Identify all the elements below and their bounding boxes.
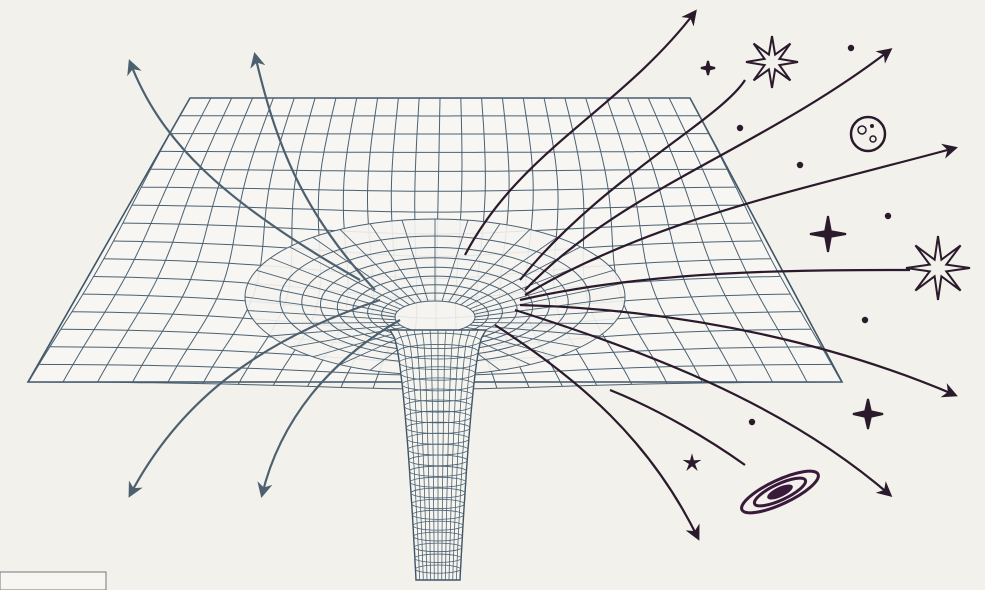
grid-line xyxy=(160,150,718,153)
funnel-spoke xyxy=(270,324,401,337)
funnel-spoke xyxy=(256,269,398,312)
funnel-spoke xyxy=(289,326,405,348)
arrow xyxy=(494,324,700,541)
funnel xyxy=(244,218,626,581)
funnel-spoke xyxy=(247,283,396,315)
dot-star xyxy=(884,212,892,220)
arrow xyxy=(519,79,746,281)
funnel-spoke xyxy=(256,322,398,325)
funnel-spoke xyxy=(441,220,469,302)
arrow xyxy=(128,298,381,498)
funnel-spoke xyxy=(289,246,405,308)
dot-star xyxy=(861,316,869,324)
grid-line xyxy=(141,186,736,192)
funnel-spoke xyxy=(247,310,396,321)
star xyxy=(682,453,702,472)
funnel-spoke xyxy=(472,322,614,325)
arrow xyxy=(519,268,911,302)
tube-line xyxy=(441,329,447,581)
tube-line xyxy=(452,329,471,581)
tube-line xyxy=(405,329,424,581)
arrow xyxy=(524,143,958,296)
dot-star xyxy=(796,161,804,169)
star xyxy=(852,398,884,430)
funnel-spoke xyxy=(460,236,558,306)
trajectory-arrows xyxy=(127,9,958,541)
star xyxy=(700,60,716,76)
funnel-spoke xyxy=(454,229,531,304)
arrow xyxy=(464,9,697,256)
tube-line xyxy=(421,329,432,581)
dot-star xyxy=(847,44,855,52)
dot-star xyxy=(748,418,756,426)
grid-line xyxy=(131,204,745,213)
arrow xyxy=(519,303,958,398)
tube-line xyxy=(444,329,455,581)
funnel-spoke xyxy=(474,310,623,321)
star xyxy=(809,215,847,253)
tube-line xyxy=(413,329,428,581)
tube-line xyxy=(429,329,435,581)
star xyxy=(745,35,799,89)
galaxy xyxy=(740,469,820,515)
funnel-spoke xyxy=(448,223,501,303)
arrow xyxy=(127,59,361,281)
arrow xyxy=(514,308,893,498)
funnel-spoke xyxy=(244,296,396,318)
corner-box xyxy=(0,571,107,590)
dot-star xyxy=(736,124,744,132)
funnel-spoke xyxy=(312,236,410,306)
funnel-spoke xyxy=(469,324,600,337)
funnel-spoke xyxy=(339,229,416,304)
planet xyxy=(849,115,887,153)
funnel-spoke xyxy=(474,283,623,315)
tube-line xyxy=(455,329,479,581)
arrow xyxy=(257,319,401,498)
celestial-objects xyxy=(682,35,971,515)
grid-line xyxy=(150,168,728,172)
funnel-spoke xyxy=(369,223,422,303)
arrow xyxy=(609,388,746,466)
funnel-spoke xyxy=(472,269,614,312)
star xyxy=(905,235,971,301)
tube-line xyxy=(397,329,421,581)
arrow xyxy=(524,48,893,291)
tube-line xyxy=(448,329,463,581)
funnel-spoke xyxy=(401,220,429,302)
arrow xyxy=(250,52,376,291)
